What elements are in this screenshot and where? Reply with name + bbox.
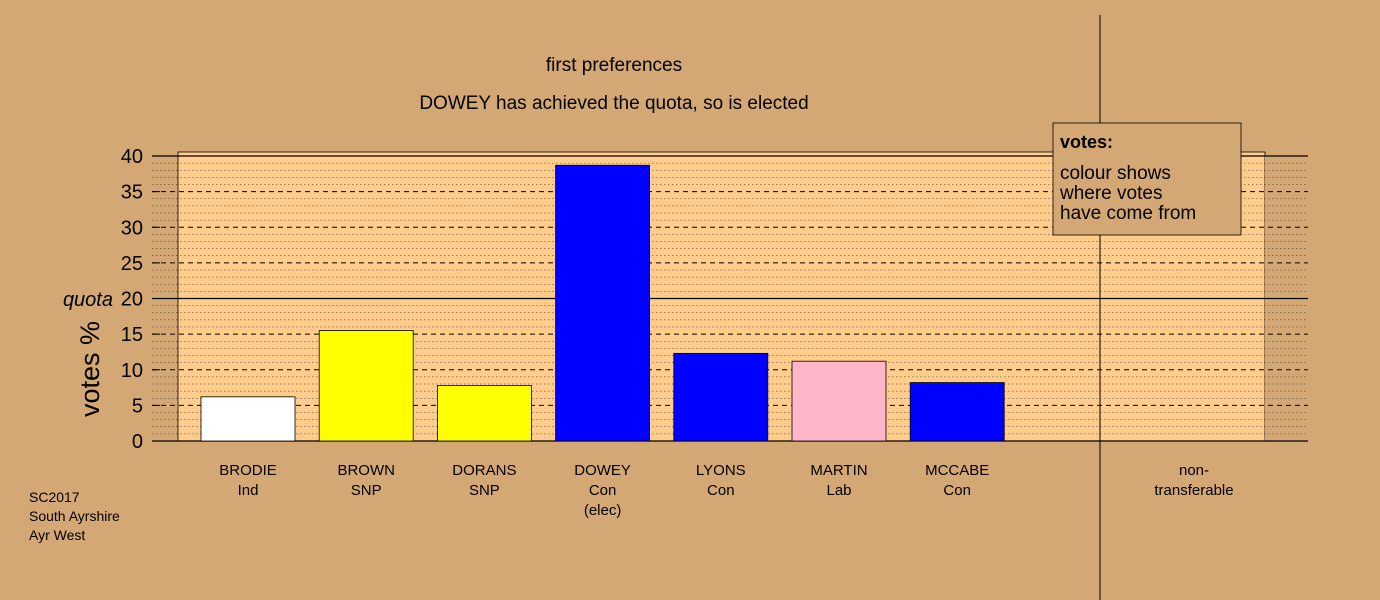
y-tick-label: 5: [132, 395, 143, 417]
chart-subtitle: DOWEY has achieved the quota, so is elec…: [419, 93, 808, 114]
x-tick-label: DORANS: [452, 462, 516, 479]
bars: [200, 164, 1005, 442]
source-line: Ayr West: [29, 527, 85, 543]
x-tick-label: Lab: [826, 482, 851, 499]
bar-lyons: [673, 352, 769, 442]
x-tick-label: Con: [707, 482, 735, 499]
bar-dowey: [555, 164, 650, 442]
x-tick-label: Con: [943, 482, 971, 499]
x-tick-label: SNP: [469, 482, 500, 499]
bar-dorans: [436, 385, 532, 442]
y-tick-label: 0: [132, 431, 143, 453]
legend-box: [1052, 122, 1242, 236]
x-tick-label: Con: [589, 482, 617, 499]
nontransferable-label-line2: transferable: [1154, 482, 1233, 499]
y-tick-label: 15: [121, 324, 143, 346]
legend-line: colour shows: [1060, 163, 1171, 184]
bar-mccabe: [909, 382, 1005, 442]
bar-brown: [318, 330, 414, 442]
x-axis-labels: BRODIE Ind BROWN SNP DORANS SNP DOWEY Con (elec)…: [219, 462, 989, 519]
legend-title: votes:: [1060, 132, 1113, 152]
source-line: SC2017: [29, 489, 80, 505]
bar-martin: [791, 360, 887, 442]
y-tick-label: 30: [121, 217, 143, 239]
y-tick-label: 35: [121, 182, 143, 204]
legend-line: have come from: [1060, 203, 1196, 224]
x-tick-label: (elec): [584, 502, 622, 519]
y-tick-label: 20: [121, 289, 143, 311]
x-tick-label: Ind: [238, 482, 259, 499]
quota-label: quota: [63, 289, 113, 311]
y-tick-label: 10: [121, 360, 143, 382]
y-axis: 0 5 10 15 20 25 30 35 40: [121, 146, 160, 453]
y-tick-label: 25: [121, 253, 143, 275]
x-tick-label: MARTIN: [810, 462, 867, 479]
y-axis-label: votes %: [75, 321, 105, 417]
source-line: South Ayrshire: [29, 508, 120, 524]
bar-brodie: [200, 396, 296, 442]
x-tick-label: DOWEY: [574, 462, 631, 479]
y-tick-label: 40: [121, 146, 143, 168]
nontransferable-label-line1: non-: [1179, 462, 1209, 479]
x-tick-label: MCCABE: [925, 462, 989, 479]
x-tick-label: BROWN: [337, 462, 395, 479]
x-tick-label: SNP: [351, 482, 382, 499]
legend-line: where votes: [1059, 183, 1162, 204]
chart-title: first preferences: [546, 55, 682, 76]
x-tick-label: BRODIE: [219, 462, 277, 479]
x-tick-label: LYONS: [696, 462, 746, 479]
legend: votes: colour shows where votes have com…: [1052, 122, 1242, 236]
